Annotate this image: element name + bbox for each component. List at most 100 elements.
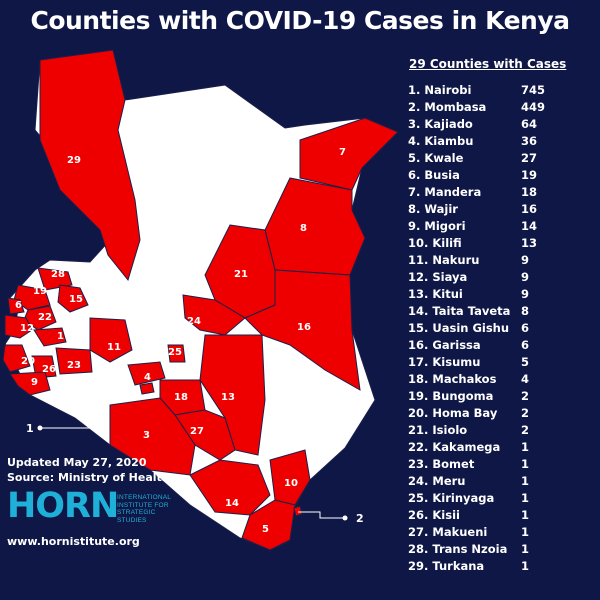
county-list-item: 4. Kiambu 36 xyxy=(408,133,598,150)
county-label: 13 xyxy=(221,392,235,403)
county-name: 26. Kisii xyxy=(408,508,460,522)
source-text: Source: Ministry of Health xyxy=(7,471,170,484)
callout-label-1: 1 xyxy=(26,422,34,435)
county-name: 2. Mombasa xyxy=(408,100,487,114)
county-name: 17. Kisumu xyxy=(408,355,481,369)
county-list-item: 25. Kirinyaga 1 xyxy=(408,490,598,507)
county-list-item: 19. Bungoma 2 xyxy=(408,388,598,405)
county-list-item: 5. Kwale 27 xyxy=(408,150,598,167)
county-list-item: 10. Kilifi 13 xyxy=(408,235,598,252)
county-list-item: 13. Kitui 9 xyxy=(408,286,598,303)
legend-title: 29 Counties with Cases xyxy=(409,57,567,71)
county-list-item: 11. Nakuru 9 xyxy=(408,252,598,269)
county-kilifi xyxy=(269,449,311,506)
county-cases: 9 xyxy=(521,270,530,284)
logo-subtitle: INTERNATIONAL INSTITUTE FOR STRATEGIC ST… xyxy=(117,494,171,524)
county-name: 1. Nairobi xyxy=(408,83,472,97)
county-list-item: 23. Bomet 1 xyxy=(408,456,598,473)
county-cases: 1 xyxy=(521,542,530,556)
county-label: 15 xyxy=(69,294,83,305)
county-list-item: 3. Kajiado 64 xyxy=(408,116,598,133)
county-name: 16. Garissa xyxy=(408,338,481,352)
county-kirinyaga xyxy=(167,344,186,363)
county-label: 4 xyxy=(144,372,151,383)
county-kwale xyxy=(241,499,296,551)
county-uasin-gishu xyxy=(57,284,89,313)
county-migori xyxy=(9,371,51,396)
county-cases: 9 xyxy=(521,287,530,301)
county-cases: 1 xyxy=(521,559,530,573)
county-cases: 36 xyxy=(521,134,538,148)
county-list-item: 21. Isiolo 2 xyxy=(408,422,598,439)
county-label: 10 xyxy=(284,478,298,489)
county-name: 23. Bomet xyxy=(408,457,475,471)
county-list-item: 18. Machakos 4 xyxy=(408,371,598,388)
county-name: 7. Mandera xyxy=(408,185,482,199)
county-cases: 14 xyxy=(521,219,538,233)
county-kisumu xyxy=(33,327,67,347)
county-name: 27. Makueni xyxy=(408,525,488,539)
county-mombasa xyxy=(293,505,303,517)
county-label: 9 xyxy=(31,377,38,388)
callout-nairobi: 1 xyxy=(26,394,145,435)
county-list-item: 27. Makueni 1 xyxy=(408,524,598,541)
county-cases: 6 xyxy=(521,321,530,335)
county-label: 18 xyxy=(174,392,188,403)
county-cases: 18 xyxy=(521,185,538,199)
county-label: 3 xyxy=(143,430,150,441)
county-cases: 745 xyxy=(521,83,546,97)
county-list-item: 2. Mombasa 449 xyxy=(408,99,598,116)
county-cases: 1 xyxy=(521,525,530,539)
county-label: 28 xyxy=(51,269,65,280)
county-list-item: 7. Mandera 18 xyxy=(408,184,598,201)
county-label: 19 xyxy=(33,286,47,297)
website-url: www.hornistitute.org xyxy=(7,535,140,548)
county-cases: 449 xyxy=(521,100,546,114)
county-list-item: 29. Turkana 1 xyxy=(408,558,598,575)
county-name: 28. Trans Nzoia xyxy=(408,542,508,556)
county-name: 6. Busia xyxy=(408,168,460,182)
county-nairobi xyxy=(139,382,155,395)
county-cases: 1 xyxy=(521,491,530,505)
county-label: 11 xyxy=(107,342,121,353)
county-cases: 13 xyxy=(521,236,538,250)
county-list-item: 15. Uasin Gishu 6 xyxy=(408,320,598,337)
county-name: 12. Siaya xyxy=(408,270,468,284)
county-list-item: 17. Kisumu 5 xyxy=(408,354,598,371)
county-name: 4. Kiambu xyxy=(408,134,474,148)
county-cases: 2 xyxy=(521,389,530,403)
county-name: 15. Uasin Gishu xyxy=(408,321,510,335)
county-kajiado xyxy=(109,397,196,476)
county-name: 13. Kitui xyxy=(408,287,463,301)
county-label: 14 xyxy=(225,498,239,509)
county-cases: 9 xyxy=(521,253,530,267)
county-cases: 4 xyxy=(521,372,530,386)
county-name: 10. Kilifi xyxy=(408,236,462,250)
horn-logo: HORN INTERNATIONAL INSTITUTE FOR STRATEG… xyxy=(7,486,207,526)
county-name: 14. Taita Taveta xyxy=(408,304,511,318)
county-list-item: 1. Nairobi 745 xyxy=(408,82,598,99)
county-name: 25. Kirinyaga xyxy=(408,491,495,505)
county-label: 29 xyxy=(67,155,81,166)
county-label: 5 xyxy=(262,524,269,535)
county-nakuru xyxy=(89,317,133,363)
county-label: 22 xyxy=(38,312,52,323)
county-cases: 5 xyxy=(521,355,530,369)
county-cases: 8 xyxy=(521,304,530,318)
callout-label-2: 2 xyxy=(356,512,364,525)
county-label: 7 xyxy=(339,147,346,158)
county-garissa xyxy=(244,269,361,391)
county-cases: 16 xyxy=(521,202,538,216)
county-bomet xyxy=(55,347,93,375)
county-name: 19. Bungoma xyxy=(408,389,494,403)
callout-mombasa: 2 xyxy=(298,511,364,525)
county-kiambu xyxy=(127,361,166,386)
county-cases: 27 xyxy=(521,151,538,165)
county-list-item: 28. Trans Nzoia 1 xyxy=(408,541,598,558)
county-siaya xyxy=(4,314,33,339)
county-list-item: 24. Meru 1 xyxy=(408,473,598,490)
county-name: 18. Machakos xyxy=(408,372,497,386)
county-turkana xyxy=(39,49,141,282)
county-name: 9. Migori xyxy=(408,219,466,233)
